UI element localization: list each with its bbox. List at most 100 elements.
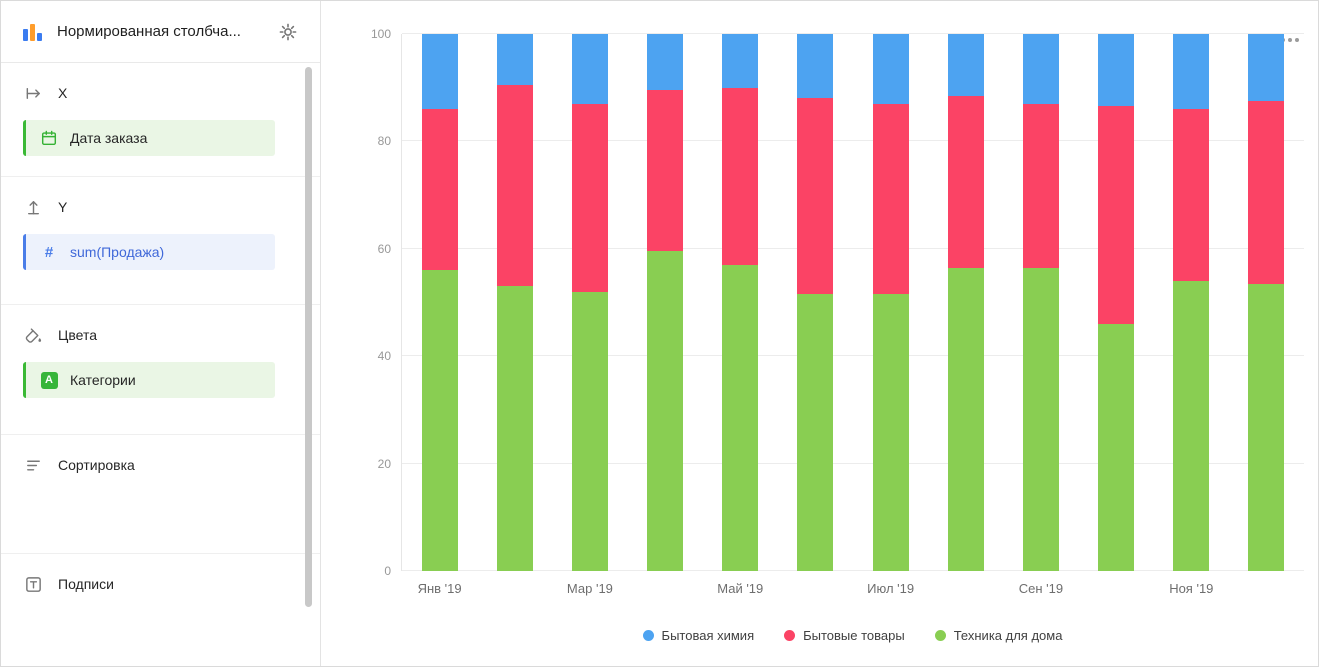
bar-segment[interactable] <box>872 34 909 104</box>
bar-column <box>477 34 552 571</box>
stacked-bar[interactable] <box>872 34 909 571</box>
section-y-label: Y <box>58 199 68 215</box>
bar-segment[interactable] <box>1248 283 1285 571</box>
y-tick-label: 20 <box>377 456 391 471</box>
bar-segment[interactable] <box>1173 281 1210 571</box>
bar-segment[interactable] <box>1022 103 1059 268</box>
gear-icon[interactable] <box>276 20 300 44</box>
x-tick-label: Май '19 <box>717 581 764 596</box>
bar-segment[interactable] <box>647 34 684 91</box>
section-colors-label: Цвета <box>58 327 97 343</box>
stacked-bar[interactable] <box>1098 34 1135 571</box>
legend-item[interactable]: Техника для дома <box>934 628 1063 643</box>
bars: Янв '19 Мар '19 Май '19 Июл '19 Сен '19 Ноя '… <box>402 34 1304 596</box>
gridline <box>402 33 1304 34</box>
legend-item[interactable]: Бытовая химия <box>642 628 754 643</box>
ellipsis-icon <box>1288 38 1292 42</box>
ellipsis-icon <box>1295 38 1299 42</box>
bar-segment[interactable] <box>722 34 759 88</box>
bar-segment[interactable] <box>571 291 608 571</box>
legend-label: Техника для дома <box>953 628 1063 643</box>
section-labels-header: Подписи <box>23 572 298 596</box>
x-tick-label: Янв '19 <box>417 581 462 596</box>
section-colors-header: Цвета <box>23 323 298 347</box>
gridline <box>402 462 1304 464</box>
legend-label: Бытовые товары <box>803 628 905 643</box>
bar-segment[interactable] <box>1173 109 1210 281</box>
gridline <box>402 247 1304 249</box>
field-order-date[interactable]: Дата заказа <box>23 120 275 156</box>
stacked-bar[interactable] <box>797 34 834 571</box>
bar-segment[interactable] <box>421 109 458 271</box>
stacked-bar[interactable] <box>722 34 759 571</box>
bar-segment[interactable] <box>872 294 909 571</box>
bar-segment[interactable] <box>1098 323 1135 571</box>
bar-segment[interactable] <box>496 286 533 571</box>
y-axis: 0 20 40 60 80 100 <box>321 27 391 578</box>
bar-column <box>1229 34 1304 571</box>
section-sorting: Сортировка <box>1 435 320 554</box>
field-label: Категории <box>70 372 136 388</box>
y-tick-label: 60 <box>377 241 391 256</box>
sidebar-header: Нормированная столбча... <box>1 1 320 63</box>
bar-segment[interactable] <box>496 85 533 287</box>
bar-segment[interactable] <box>947 267 984 571</box>
legend-dot <box>642 630 654 641</box>
bar-segment[interactable] <box>722 264 759 571</box>
legend-dot <box>784 630 796 641</box>
bar-column: Июл '19 <box>853 34 928 596</box>
field-sum-sales[interactable]: # sum(Продажа) <box>23 234 275 270</box>
bar-segment[interactable] <box>1248 101 1285 284</box>
chart-panel: 0 20 40 60 80 100 Янв '19 Мар '19 Май '19 Июл '1… <box>321 1 1318 666</box>
bar-segment[interactable] <box>1022 267 1059 571</box>
plot-area: Янв '19 Мар '19 Май '19 Июл '19 Сен '19 Ноя '… <box>401 33 1304 596</box>
bar-segment[interactable] <box>797 98 834 295</box>
bar-segment[interactable] <box>872 103 909 295</box>
y-tick-label: 0 <box>384 564 391 578</box>
field-categories[interactable]: A Категории <box>23 362 275 398</box>
bar-segment[interactable] <box>1173 34 1210 110</box>
bar-segment[interactable] <box>797 294 834 571</box>
bar-segment[interactable] <box>722 87 759 265</box>
bar-segment[interactable] <box>1022 34 1059 104</box>
bar-segment[interactable] <box>947 95 984 268</box>
bar-column <box>778 34 853 571</box>
x-tick-label: Сен '19 <box>1018 581 1064 596</box>
stacked-bar[interactable] <box>647 34 684 571</box>
bar-segment[interactable] <box>496 34 533 85</box>
stacked-bar[interactable] <box>421 34 458 571</box>
chart-legend: Бытовая химия Бытовые товары Техника для д… <box>401 628 1304 643</box>
bar-segment[interactable] <box>421 270 458 571</box>
sidebar-scrollbar[interactable] <box>305 67 312 607</box>
bar-segment[interactable] <box>647 251 684 571</box>
stacked-bar[interactable] <box>571 34 608 571</box>
stacked-bar[interactable] <box>1022 34 1059 571</box>
bar-segment[interactable] <box>1098 34 1135 107</box>
bar-segment[interactable] <box>571 34 608 104</box>
bar-column: Янв '19 <box>402 34 477 596</box>
stacked-bar[interactable] <box>1173 34 1210 571</box>
section-sorting-header: Сортировка <box>23 453 298 477</box>
y-tick-label: 40 <box>377 349 391 364</box>
bar-segment[interactable] <box>647 90 684 252</box>
bar-column: Ноя '19 <box>1154 34 1229 596</box>
stacked-bar[interactable] <box>496 34 533 571</box>
field-label: Дата заказа <box>70 130 148 146</box>
bar-segment[interactable] <box>421 34 458 110</box>
bar-column <box>928 34 1003 571</box>
section-y: Y # sum(Продажа) <box>1 177 320 305</box>
bar-segment[interactable] <box>571 103 608 292</box>
x-axis-arrow-icon <box>23 83 43 103</box>
bar-segment[interactable] <box>1098 106 1135 324</box>
bar-segment[interactable] <box>797 34 834 99</box>
stacked-bar[interactable] <box>1248 34 1285 571</box>
bar-column: Сен '19 <box>1003 34 1078 596</box>
stacked-bar[interactable] <box>947 34 984 571</box>
bar-segment[interactable] <box>947 34 984 96</box>
sort-icon <box>23 455 43 475</box>
bar-column: Мар '19 <box>552 34 627 596</box>
legend-item[interactable]: Бытовые товары <box>784 628 905 643</box>
bar-segment[interactable] <box>1248 34 1285 102</box>
x-tick-label: Мар '19 <box>566 581 613 596</box>
